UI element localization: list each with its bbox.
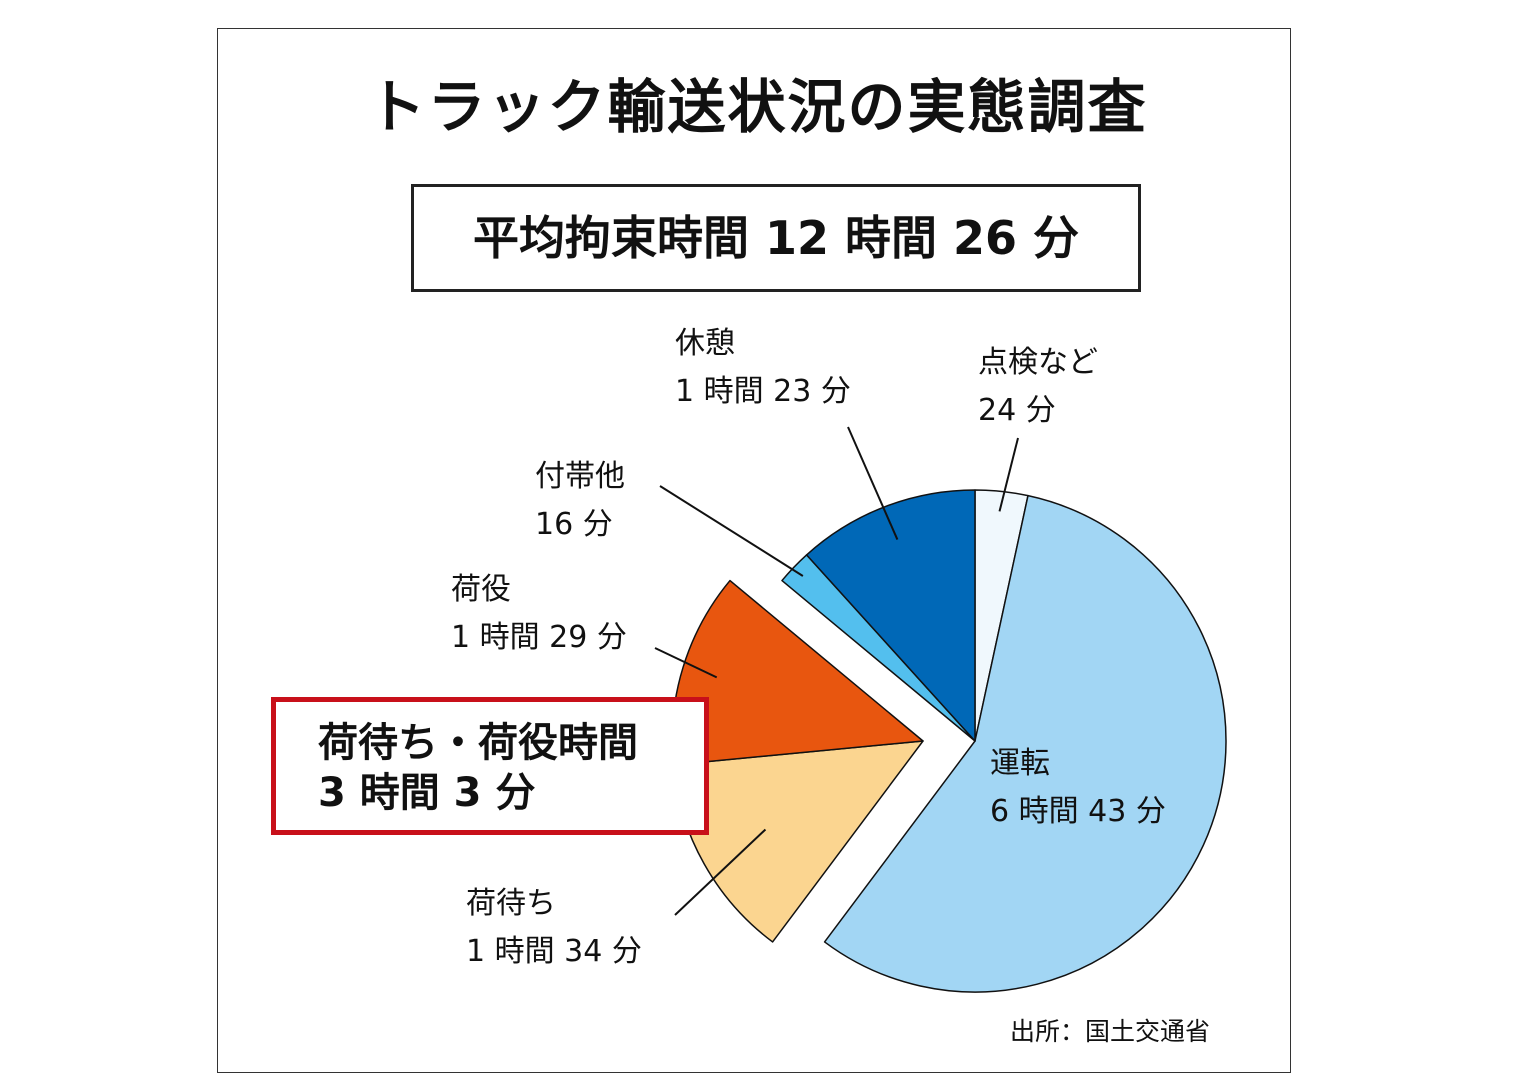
highlight-line-2: 3 時間 3 分 [318,770,536,816]
label-handling: 荷役 1 時間 29 分 [451,566,627,662]
label-inspection-value: 24 分 [978,393,1056,428]
pie-slice-driving [823,494,1227,993]
label-driving-name: 運転 [990,746,1050,781]
label-inspection: 点検など 24 分 [978,339,1098,435]
label-waiting-value: 1 時間 34 分 [466,934,642,969]
leader-lines [654,426,1019,916]
source-note: 出所：国土交通省 [1010,1017,1211,1046]
pie-slice-rest [805,489,976,742]
leader-line-handling [654,647,718,679]
leader-line-inspection [998,437,1019,512]
label-driving: 運転 6 時間 43 分 [990,740,1166,836]
waiting-handling-highlight-box: 荷待ち・荷役時間 3 時間 3 分 [271,697,709,835]
label-handling-name: 荷役 [451,572,511,607]
highlight-line-1: 荷待ち・荷役時間 [318,720,638,766]
label-waiting-name: 荷待ち [466,886,556,921]
leader-line-rest [847,426,899,540]
label-waiting: 荷待ち 1 時間 34 分 [466,880,642,976]
pie-slices [671,489,1227,993]
total-time-label: 平均拘束時間 12 時間 26 分 [472,211,1080,265]
label-rest-value: 1 時間 23 分 [675,374,851,409]
label-incidental-value: 16 分 [535,507,613,542]
label-driving-value: 6 時間 43 分 [990,794,1166,829]
label-incidental: 付帯他 16 分 [535,453,625,549]
chart-title: トラック輸送状況の実態調査 [367,73,1148,141]
label-rest-name: 休憩 [675,326,735,361]
label-rest: 休憩 1 時間 23 分 [675,320,851,416]
leader-line-waiting [674,828,767,916]
label-incidental-name: 付帯他 [535,459,625,494]
label-handling-value: 1 時間 29 分 [451,620,627,655]
leader-line-incidental [659,485,804,577]
total-time-box: 平均拘束時間 12 時間 26 分 [411,184,1141,292]
label-inspection-name: 点検など [978,345,1098,380]
